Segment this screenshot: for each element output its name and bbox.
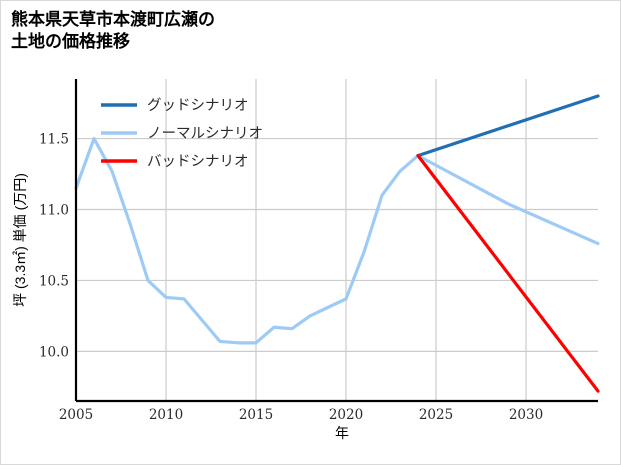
y-tick-label: 10.0 [39, 344, 69, 360]
x-tick-label: 2025 [419, 407, 453, 423]
series-line [74, 136, 600, 345]
legend-label: ノーマルシナリオ [147, 126, 263, 142]
y-tick-label: 10.5 [39, 273, 69, 289]
x-tick-label: 2015 [239, 407, 273, 423]
y-tick-label: 11.0 [39, 203, 69, 219]
y-axis-title: 坪 (3.3㎡) 単価 (万円) [12, 173, 28, 307]
legend-label: バッドシナリオ [147, 154, 249, 170]
x-tick-labels: 2005 2010 2015 2020 2025 2030 [59, 407, 543, 423]
y-tick-label: 11.5 [39, 132, 69, 148]
x-tick-label: 2010 [149, 407, 183, 423]
x-tick-label: 2005 [59, 407, 93, 423]
x-axis-title: 年 [335, 425, 349, 441]
y-tick-labels: 10.0 10.5 11.0 11.5 [39, 132, 69, 361]
series-lines [74, 94, 600, 393]
series-line [416, 94, 600, 158]
chart-title: 熊本県天草市本渡町広瀬の 土地の価格推移 [11, 10, 215, 52]
x-tick-label: 2020 [329, 407, 363, 423]
series-line [416, 154, 600, 393]
legend-label: グッドシナリオ [147, 97, 249, 114]
x-tick-label: 2030 [509, 407, 543, 423]
plot-background [76, 79, 598, 401]
